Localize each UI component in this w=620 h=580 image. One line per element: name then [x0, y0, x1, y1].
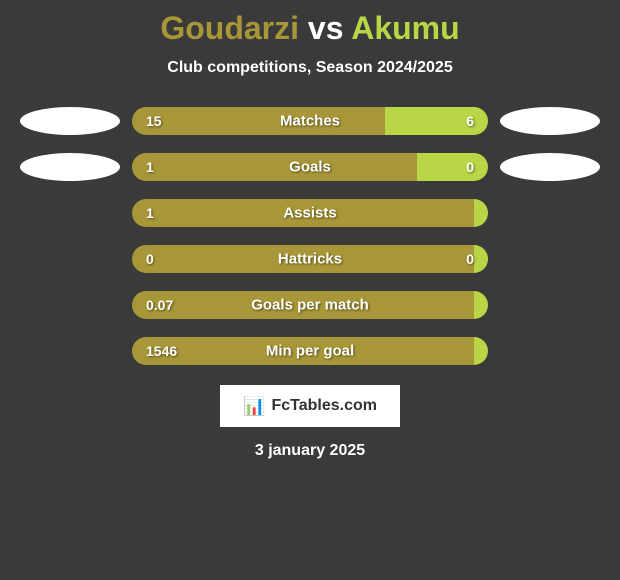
stat-row: 1Assists: [20, 199, 600, 227]
stat-label: Goals per match: [251, 297, 369, 314]
player2-marker: [500, 107, 600, 135]
stat-label: Assists: [283, 205, 336, 222]
stat-bar: 0.07Goals per match: [132, 291, 488, 319]
stat-right-value: 0: [474, 245, 488, 273]
page-title: Goudarzi vs Akumu: [0, 10, 620, 47]
stat-bar: 156 Matches: [132, 107, 488, 135]
stat-row: 10 Goals: [20, 153, 600, 181]
logo-box[interactable]: 📊 FcTables.com: [220, 385, 400, 427]
stat-right-value: [474, 291, 488, 319]
date-text: 3 january 2025: [0, 442, 620, 460]
stat-right-value: [474, 337, 488, 365]
stat-label: Min per goal: [266, 343, 354, 360]
stat-right-value: 0: [417, 153, 488, 181]
stat-label: Goals: [289, 159, 331, 176]
stat-row: 00Hattricks: [20, 245, 600, 273]
stat-bar: 1Assists: [132, 199, 488, 227]
stat-right-value: [474, 199, 488, 227]
logo-text: FcTables.com: [271, 397, 377, 415]
vs-text: vs: [308, 10, 344, 46]
stat-row: 156 Matches: [20, 107, 600, 135]
player2-marker: [500, 153, 600, 181]
stat-row: 0.07Goals per match: [20, 291, 600, 319]
chart-icon: 📊: [243, 396, 265, 417]
player2-name: Akumu: [351, 10, 459, 46]
stat-left-value: 15: [132, 107, 385, 135]
stat-label: Hattricks: [278, 251, 342, 268]
subtitle: Club competitions, Season 2024/2025: [0, 59, 620, 77]
player1-name: Goudarzi: [160, 10, 299, 46]
stats-area: 156Matches10Goals1Assists00Hattricks0.07…: [0, 107, 620, 365]
stat-bar: 00Hattricks: [132, 245, 488, 273]
comparison-container: Goudarzi vs Akumu Club competitions, Sea…: [0, 0, 620, 460]
stat-left-value: 1: [132, 153, 417, 181]
player1-marker: [20, 107, 120, 135]
stat-right-value: 6: [385, 107, 488, 135]
player1-marker: [20, 153, 120, 181]
stat-row: 1546Min per goal: [20, 337, 600, 365]
stat-bar: 10 Goals: [132, 153, 488, 181]
stat-bar: 1546Min per goal: [132, 337, 488, 365]
stat-label: Matches: [280, 113, 340, 130]
